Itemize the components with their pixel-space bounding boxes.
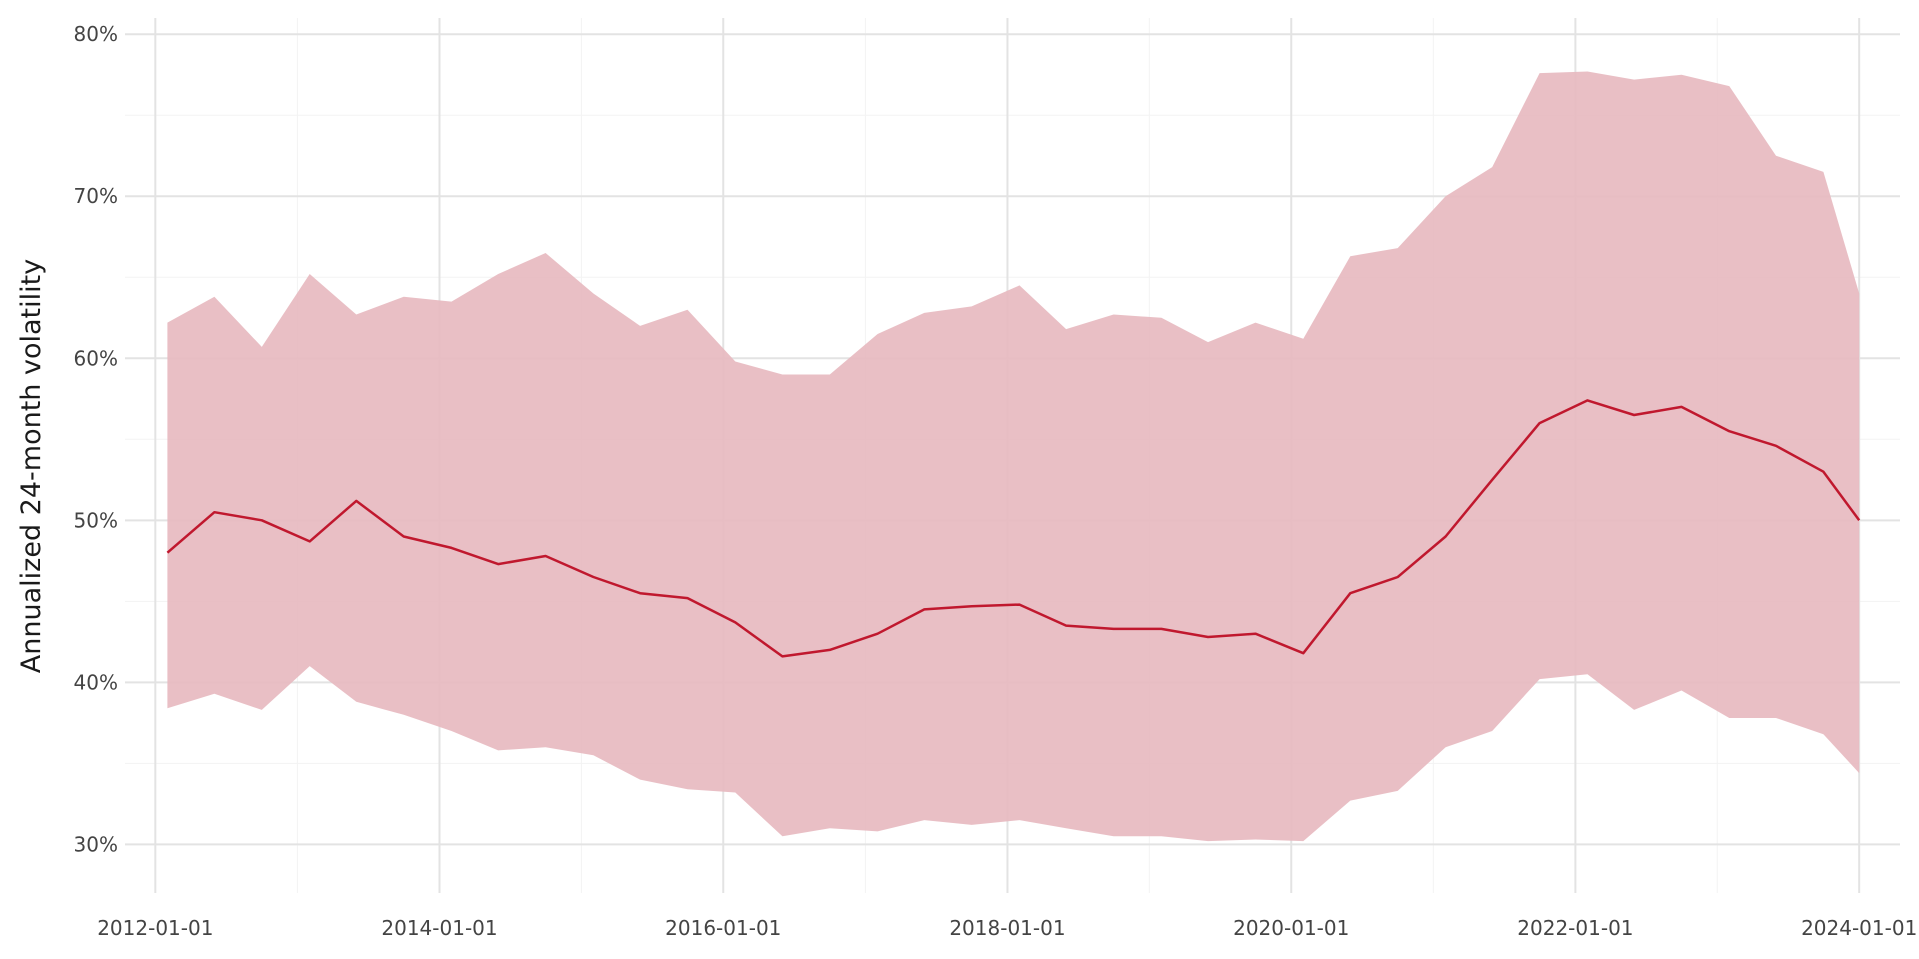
- x-tick-label: 2022-01-01: [1517, 916, 1633, 940]
- x-tick-label: 2024-01-01: [1801, 916, 1917, 940]
- y-tick-label: 40%: [74, 670, 118, 694]
- x-tick-label: 2020-01-01: [1233, 916, 1349, 940]
- x-tick-label: 2018-01-01: [949, 916, 1065, 940]
- y-tick-label: 70%: [74, 184, 118, 208]
- x-tick-label: 2014-01-01: [381, 916, 497, 940]
- x-tick-label: 2016-01-01: [665, 916, 781, 940]
- x-axis-tick-labels: 2012-01-01 2014-01-01 2016-01-01 2018-01-01…: [97, 916, 1917, 940]
- y-tick-label: 60%: [74, 346, 118, 370]
- y-tick-label: 30%: [74, 832, 118, 856]
- y-tick-label: 80%: [74, 22, 118, 46]
- median-volatility-line: [166, 399, 1861, 658]
- y-axis-title: Annualized 24-month volatility: [16, 259, 47, 673]
- volatility-range-band: [167, 71, 1860, 842]
- y-tick-label: 50%: [74, 508, 118, 532]
- y-axis-tick-labels: 30% 40% 50% 60% 70% 80%: [74, 22, 118, 856]
- x-tick-label: 2012-01-01: [97, 916, 213, 940]
